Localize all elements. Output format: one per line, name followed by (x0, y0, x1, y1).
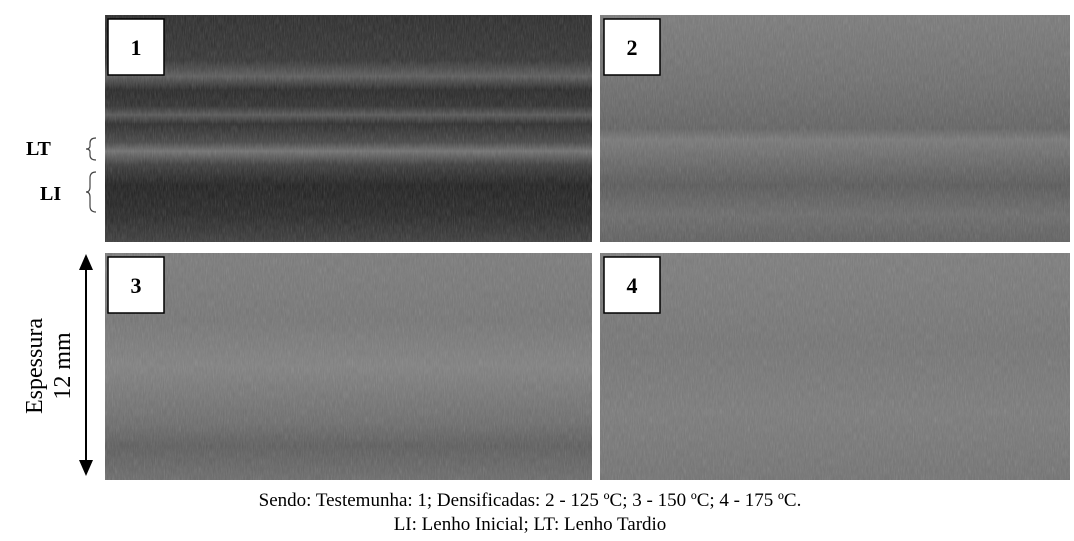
label-box (603, 18, 661, 76)
label-box (107, 256, 165, 314)
panel-label: 1 (131, 35, 142, 60)
panel-label: 4 (627, 273, 638, 298)
panel-label: 3 (131, 273, 142, 298)
label-box (603, 256, 661, 314)
arrow-head (79, 254, 93, 270)
brace (85, 137, 97, 161)
texture (600, 253, 1070, 480)
texture (600, 15, 1070, 242)
panel-label: 2 (627, 35, 638, 60)
panel: 4 (600, 253, 1070, 480)
panel: 1 (105, 15, 592, 242)
early-wood-label: LI (40, 183, 61, 205)
thickness-label: Espessura (22, 318, 48, 414)
texture (105, 253, 592, 480)
late-wood-label: LT (26, 138, 52, 160)
caption: LI: Lenho Inicial; LT: Lenho Tardio (394, 514, 667, 535)
panel: 2 (600, 15, 1070, 242)
caption: Sendo: Testemunha: 1; Densificadas: 2 - … (259, 490, 802, 511)
brace (85, 171, 97, 213)
panel: 3 (105, 253, 592, 480)
thickness-size: 12 mm (50, 332, 76, 400)
arrow-head (79, 460, 93, 476)
texture (105, 15, 592, 242)
label-box (107, 18, 165, 76)
